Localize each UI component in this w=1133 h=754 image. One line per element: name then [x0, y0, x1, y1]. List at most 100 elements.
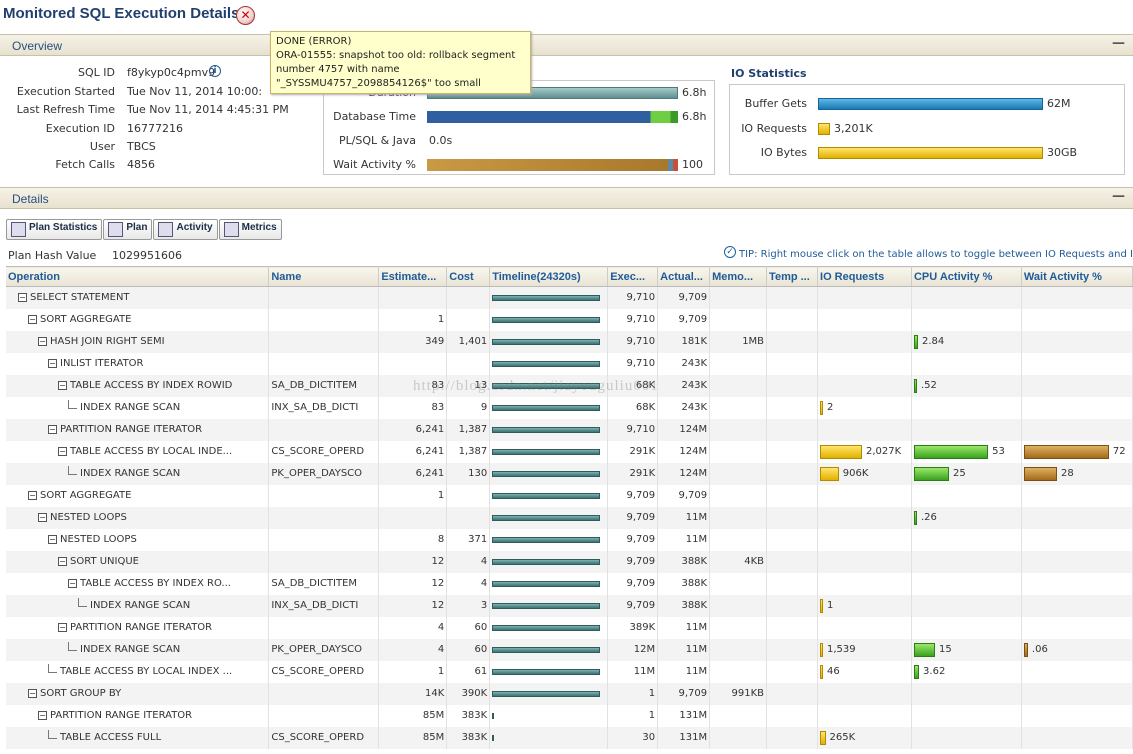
database-time-bar: [427, 111, 678, 123]
close-icon[interactable]: ✕: [236, 6, 255, 25]
tab-activity[interactable]: Activity: [153, 219, 218, 240]
column-header[interactable]: IO Requests: [817, 266, 912, 287]
column-header[interactable]: Name: [268, 266, 380, 287]
timeline-bar: [492, 448, 601, 455]
memory-cell: [709, 616, 768, 639]
temp-cell: [766, 660, 819, 683]
table-row[interactable]: − NESTED LOOPS 8 371 9,709 11M: [6, 528, 1133, 551]
column-header[interactable]: CPU Activity %: [911, 266, 1022, 287]
table-row[interactable]: − SORT AGGREGATE 1 9,709 9,709: [6, 484, 1133, 507]
tab-plan-statistics[interactable]: Plan Statistics: [6, 219, 103, 240]
executions-cell: 1: [607, 704, 659, 727]
collapse-node-icon[interactable]: −: [58, 381, 67, 390]
details-tabs: Plan Statistics Plan Activity Metrics: [6, 219, 283, 240]
collapse-icon[interactable]: —: [1112, 189, 1125, 204]
cpu-value: 15: [938, 644, 952, 655]
actual-rows-cell: 11M: [657, 660, 711, 683]
operation-text: SELECT STATEMENT: [30, 292, 130, 304]
operation-text: SORT UNIQUE: [70, 556, 139, 567]
sql-id-label: SQL ID: [78, 66, 115, 79]
column-header[interactable]: Actual...: [657, 266, 711, 287]
temp-cell: [766, 638, 819, 661]
estimate-cell: 85M: [378, 704, 448, 727]
tab-metrics[interactable]: Metrics: [218, 219, 282, 240]
table-row[interactable]: − TABLE ACCESS BY LOCAL INDE... CS_SCORE_O…: [6, 440, 1133, 463]
io-requests-cell: [817, 616, 912, 639]
executions-cell: 11M: [607, 660, 659, 683]
collapse-node-icon[interactable]: −: [28, 315, 37, 324]
estimate-cell: 83: [378, 396, 448, 419]
io-requests-cell: [817, 286, 912, 309]
table-row[interactable]: INDEX RANGE SCAN PK_OPER_DAYSCO 4 60 12M 11M 1…: [6, 638, 1133, 661]
operation-text: TABLE ACCESS BY LOCAL INDEX ...: [60, 666, 233, 677]
collapse-icon[interactable]: —: [1112, 36, 1125, 51]
column-header[interactable]: Exec...: [607, 266, 659, 287]
table-row[interactable]: − NESTED LOOPS 9,709 11M .26: [6, 506, 1133, 529]
table-row[interactable]: − SORT GROUP BY 14K 390K 1 9,709 991KB: [6, 682, 1133, 705]
io-requests-cell: 46: [817, 660, 912, 683]
collapse-node-icon[interactable]: −: [28, 689, 37, 698]
column-header[interactable]: Operation: [6, 266, 270, 287]
collapse-node-icon[interactable]: −: [58, 557, 67, 566]
actual-rows-cell: 11M: [657, 638, 711, 661]
table-row[interactable]: TABLE ACCESS FULL CS_SCORE_OPERD 85M 383K 30…: [6, 726, 1133, 749]
cpu-activity-cell: [911, 286, 1022, 309]
collapse-node-icon[interactable]: −: [28, 491, 37, 500]
table-row[interactable]: INDEX RANGE SCAN PK_OPER_DAYSCO 6,241 130 29…: [6, 462, 1133, 485]
collapse-node-icon[interactable]: −: [48, 359, 57, 368]
timeline-bar: [492, 602, 601, 609]
table-row[interactable]: − PARTITION RANGE ITERATOR 85M 383K 1 131M: [6, 704, 1133, 727]
error-tooltip: DONE (ERROR) ORA-01555: snapshot too old…: [270, 31, 531, 94]
name-cell: CS_SCORE_OPERD: [268, 440, 380, 463]
tab-label: Plan Statistics: [29, 222, 98, 233]
collapse-node-icon[interactable]: −: [18, 293, 27, 303]
cost-cell: 1,401: [446, 330, 491, 353]
collapse-node-icon[interactable]: −: [48, 535, 57, 544]
table-row[interactable]: TABLE ACCESS BY LOCAL INDEX ... CS_SCORE_…: [6, 660, 1133, 683]
user-value[interactable]: TBCS: [127, 140, 156, 153]
table-row[interactable]: INDEX RANGE SCAN INX_SA_DB_DICTI 83 9 68K 243…: [6, 396, 1133, 419]
collapse-node-icon[interactable]: −: [58, 447, 67, 456]
table-row[interactable]: − SELECT STATEMENT 9,710 9,709: [6, 286, 1133, 309]
tab-plan[interactable]: Plan: [103, 219, 153, 240]
actual-rows-cell: 181K: [657, 330, 711, 353]
details-header[interactable]: Details —: [0, 187, 1133, 209]
plan-hash-value: 1029951606: [112, 249, 182, 262]
io-value: 46: [827, 666, 840, 677]
table-row[interactable]: − HASH JOIN RIGHT SEMI 349 1,401 9,710 181K 1M…: [6, 330, 1133, 353]
column-header[interactable]: Estimate...: [378, 266, 448, 287]
sql-id-value[interactable]: f8ykyp0c4pmv9: [127, 66, 216, 79]
execution-id-value: 16777216: [127, 122, 183, 135]
column-header[interactable]: Cost: [446, 266, 491, 287]
table-row[interactable]: − SORT UNIQUE 12 4 9,709 388K 4KB: [6, 550, 1133, 573]
collapse-node-icon[interactable]: −: [58, 623, 67, 632]
table-row[interactable]: − TABLE ACCESS BY INDEX ROWID SA_DB_DICTIT…: [6, 374, 1133, 397]
overview-header[interactable]: Overview —: [0, 34, 1133, 56]
temp-cell: [766, 308, 819, 331]
table-row[interactable]: INDEX RANGE SCAN INX_SA_DB_DICTI 12 3 9,709 3…: [6, 594, 1133, 617]
table-row[interactable]: − INLIST ITERATOR 9,710 243K: [6, 352, 1133, 375]
table-row[interactable]: − SORT AGGREGATE 1 9,710 9,709: [6, 308, 1133, 331]
cost-cell: 371: [446, 528, 491, 551]
info-icon[interactable]: i: [209, 65, 221, 77]
collapse-node-icon[interactable]: −: [38, 513, 47, 522]
io-bar: [820, 664, 824, 679]
execution-started-label: Execution Started: [16, 85, 115, 98]
table-row[interactable]: − PARTITION RANGE ITERATOR 4 60 389K 11M: [6, 616, 1133, 639]
tree-leaf-connector: [68, 466, 77, 475]
collapse-node-icon[interactable]: −: [38, 711, 47, 720]
table-row[interactable]: − TABLE ACCESS BY INDEX RO... SA_DB_DICTIT…: [6, 572, 1133, 595]
column-header[interactable]: Memo...: [709, 266, 768, 287]
estimate-cell: 12: [378, 594, 448, 617]
details-title: Details: [12, 192, 49, 206]
temp-cell: [766, 616, 819, 639]
cost-cell: 130: [446, 462, 491, 485]
table-row[interactable]: − PARTITION RANGE ITERATOR 6,241 1,387 9,710…: [6, 418, 1133, 441]
column-header[interactable]: Temp ...: [766, 266, 819, 287]
cpu-activity-cell: 3.62: [911, 660, 1022, 683]
column-header[interactable]: Wait Activity %: [1021, 266, 1133, 287]
collapse-node-icon[interactable]: −: [68, 579, 77, 588]
column-header[interactable]: Timeline(24320s): [489, 266, 609, 287]
collapse-node-icon[interactable]: −: [48, 425, 57, 434]
collapse-node-icon[interactable]: −: [38, 337, 47, 346]
